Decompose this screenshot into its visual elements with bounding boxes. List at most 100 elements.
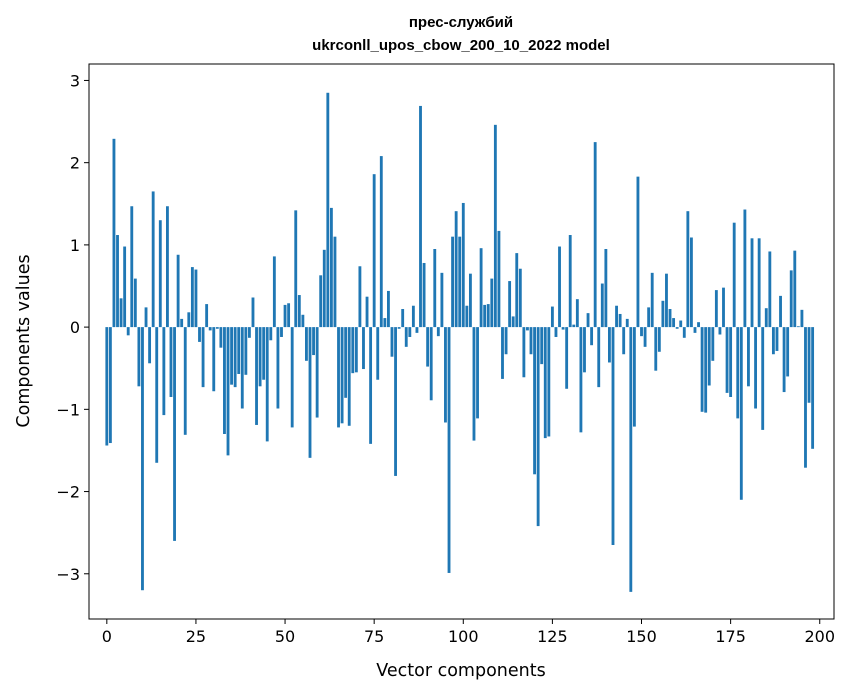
bar-30 (212, 327, 216, 392)
bar-121 (536, 327, 540, 527)
bar-43 (258, 327, 262, 387)
bar-42 (255, 327, 258, 425)
bar-24 (190, 267, 194, 328)
bar-103 (472, 327, 476, 441)
bar-65 (337, 327, 340, 428)
bar-2 (112, 138, 116, 328)
y-tick-label: 3 (70, 71, 80, 90)
bar-135 (586, 313, 590, 328)
bar-144 (618, 313, 622, 328)
bar-191 (786, 327, 790, 377)
bar-119 (529, 327, 533, 355)
bars-group (105, 92, 815, 592)
bar-143 (615, 305, 618, 328)
bar-122 (540, 327, 544, 365)
bar-44 (262, 327, 266, 380)
bar-40 (247, 327, 251, 338)
bar-182 (754, 327, 757, 409)
y-axis-ticks: −3 −2 −1 0 1 2 3 (56, 71, 89, 584)
bar-154 (654, 327, 658, 371)
bar-100 (461, 202, 465, 328)
bar-114 (511, 316, 515, 328)
bar-139 (600, 283, 604, 328)
bar-166 (697, 322, 700, 328)
x-tick-label: 50 (275, 627, 295, 646)
bar-108 (490, 278, 494, 328)
bar-95 (444, 327, 447, 423)
y-tick-label: 0 (70, 318, 80, 337)
bar-36 (233, 327, 237, 388)
x-tick-label: 200 (804, 627, 835, 646)
bar-168 (704, 327, 708, 413)
x-tick-label: 175 (715, 627, 746, 646)
bar-4 (119, 298, 123, 328)
bar-133 (579, 327, 583, 433)
bar-22 (183, 327, 187, 435)
bar-179 (743, 209, 747, 328)
bar-164 (689, 237, 693, 328)
bar-53 (294, 210, 298, 328)
bar-9 (137, 327, 141, 387)
bar-87 (415, 327, 419, 333)
plot-area-frame (88, 63, 835, 620)
bar-0 (105, 327, 109, 446)
bar-141 (608, 327, 611, 363)
bar-107 (486, 304, 490, 328)
bar-83 (401, 309, 405, 328)
bar-68 (347, 327, 351, 426)
bar-46 (269, 327, 273, 341)
bar-74 (369, 327, 373, 444)
bar-50 (283, 304, 287, 328)
bar-94 (440, 272, 444, 328)
bar-70 (354, 327, 358, 373)
bar-171 (714, 290, 718, 328)
bar-126 (554, 327, 558, 337)
bar-86 (411, 305, 415, 328)
bar-157 (665, 273, 668, 328)
bar-54 (297, 295, 301, 328)
bar-47 (272, 256, 276, 328)
bar-13 (151, 191, 155, 328)
bar-3 (116, 235, 119, 328)
chart-title: прес-службий (409, 14, 513, 31)
x-tick-label: 75 (364, 627, 384, 646)
bar-111 (501, 327, 504, 379)
bar-142 (611, 327, 615, 545)
bar-112 (504, 327, 508, 355)
bar-185 (764, 308, 768, 328)
bar-27 (201, 327, 205, 388)
bar-78 (383, 318, 387, 328)
bar-55 (301, 314, 305, 328)
bar-128 (561, 327, 565, 330)
bar-66 (340, 327, 344, 424)
bar-35 (230, 327, 234, 385)
bar-125 (550, 306, 554, 328)
bar-75 (372, 174, 376, 328)
bar-192 (789, 270, 793, 328)
bar-196 (804, 327, 807, 468)
bar-110 (497, 230, 501, 328)
bar-183 (757, 238, 761, 328)
bar-120 (533, 327, 536, 475)
bar-77 (379, 156, 383, 328)
bar-150 (640, 327, 643, 337)
bar-132 (575, 299, 579, 328)
bar-148 (632, 327, 636, 427)
bar-170 (711, 327, 715, 361)
bar-90 (426, 327, 430, 367)
bar-99 (458, 236, 462, 328)
bar-155 (657, 327, 661, 352)
bar-73 (365, 296, 369, 328)
bar-71 (358, 266, 362, 328)
bar-1 (108, 327, 112, 444)
bar-29 (208, 327, 212, 331)
bar-21 (180, 318, 184, 328)
bar-88 (419, 105, 422, 328)
bar-190 (782, 327, 786, 393)
bar-167 (700, 327, 704, 412)
bar-19 (173, 327, 176, 541)
bar-158 (668, 309, 672, 328)
bar-101 (465, 305, 469, 328)
bar-140 (604, 249, 608, 328)
